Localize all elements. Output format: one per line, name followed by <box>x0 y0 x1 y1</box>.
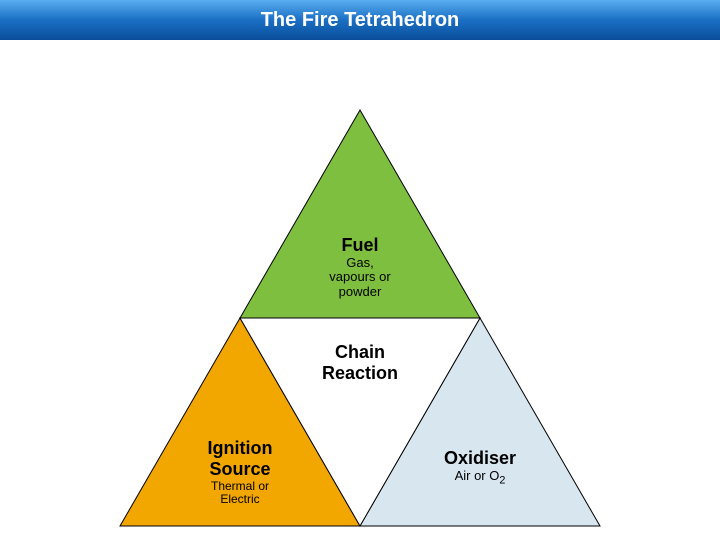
ignition-sub2: Electric <box>170 493 310 506</box>
chain-reaction-label-block: Chain Reaction <box>300 342 420 384</box>
ignition-label-block: Ignition Source Thermal or Electric <box>170 438 310 506</box>
fuel-heading: Fuel <box>300 235 420 256</box>
ignition-heading2: Source <box>170 459 310 480</box>
oxidiser-sub: Air or O2 <box>410 469 550 488</box>
chain-heading2: Reaction <box>300 363 420 384</box>
oxidiser-sub-suffix: 2 <box>499 475 505 487</box>
oxidiser-heading: Oxidiser <box>410 448 550 469</box>
tetrahedron-diagram: Fuel Gas, vapours or powder Chain Reacti… <box>0 40 720 540</box>
fuel-label-block: Fuel Gas, vapours or powder <box>300 235 420 299</box>
oxidiser-label-block: Oxidiser Air or O2 <box>410 448 550 488</box>
chain-heading1: Chain <box>300 342 420 363</box>
title-bar: The Fire Tetrahedron <box>0 0 720 40</box>
fuel-sub3: powder <box>300 285 420 299</box>
ignition-heading1: Ignition <box>170 438 310 459</box>
slide-title: The Fire Tetrahedron <box>261 9 460 32</box>
fuel-sub2: vapours or <box>300 270 420 284</box>
fuel-sub1: Gas, <box>300 256 420 270</box>
oxidiser-sub-prefix: Air or O <box>455 468 500 483</box>
